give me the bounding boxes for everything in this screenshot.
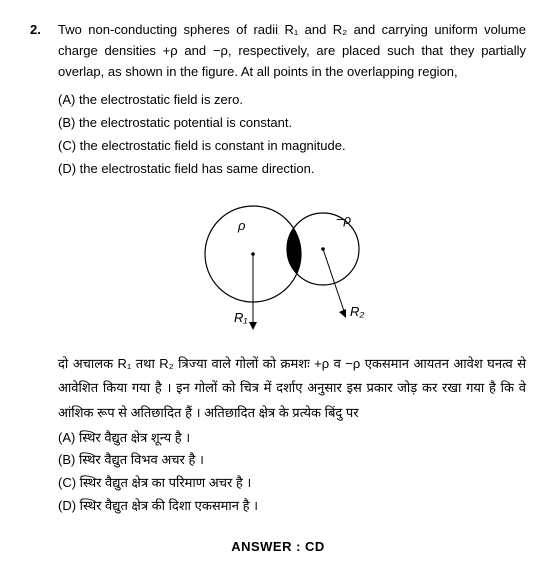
option-b-en: (B) the electrostatic potential is const… — [58, 113, 526, 134]
option-c-hi: (C) स्थिर वैद्युत क्षेत्र का परिमाण अचर … — [58, 473, 526, 494]
question-text-en: Two non-conducting spheres of radii R₁ a… — [58, 20, 526, 82]
option-a-en: (A) the electrostatic field is zero. — [58, 90, 526, 111]
option-b-hi: (B) स्थिर वैद्युत विभव अचर है । — [58, 450, 526, 471]
label-rho: ρ — [237, 218, 246, 233]
answer-text: ANSWER : CD — [30, 537, 526, 558]
label-r2: R₂ — [350, 304, 364, 319]
spheres-svg: ρ −ρ R₁ R₂ — [178, 194, 378, 334]
label-r1: R₁ — [234, 310, 248, 325]
label-neg-rho: −ρ — [336, 212, 352, 227]
option-c-en: (C) the electrostatic field is constant … — [58, 136, 526, 157]
option-d-en: (D) the electrostatic field has same dir… — [58, 159, 526, 180]
option-a-hi: (A) स्थिर वैद्युत क्षेत्र शून्य है । — [58, 428, 526, 449]
figure-diagram: ρ −ρ R₁ R₂ — [30, 194, 526, 334]
question-number: 2. — [30, 20, 58, 41]
option-d-hi: (D) स्थिर वैद्युत क्षेत्र की दिशा एकसमान… — [58, 496, 526, 517]
question-text-hi: दो अचालक R₁ तथा R₂ त्रिज्या वाले गोलों क… — [58, 352, 526, 426]
